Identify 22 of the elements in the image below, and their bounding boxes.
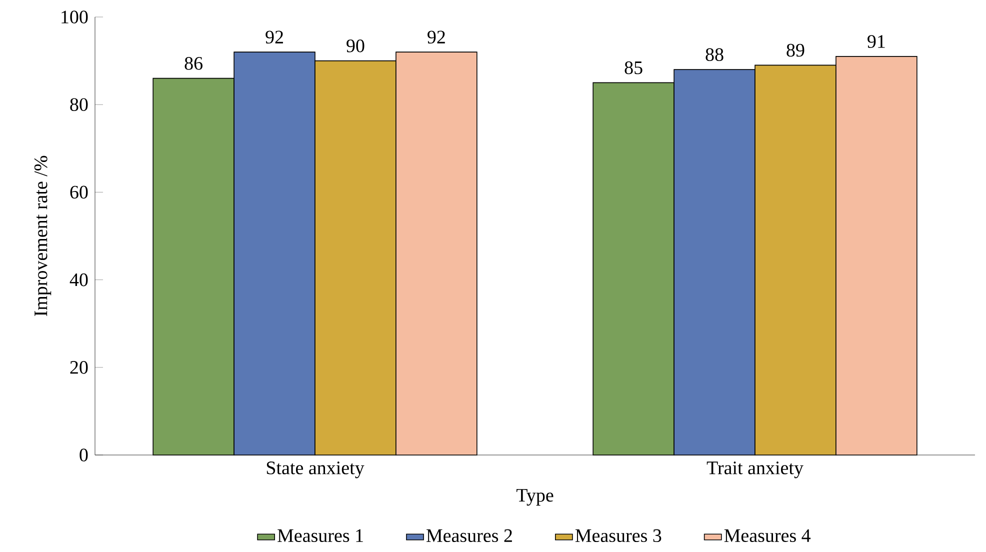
y-tick-label: 40 [70, 273, 88, 286]
x-axis-title: Type [516, 489, 554, 506]
legend-label: Measures 3 [575, 529, 662, 542]
data-label: 90 [346, 39, 364, 52]
data-label: 89 [786, 44, 804, 57]
y-tick-label: 60 [70, 186, 88, 199]
x-tick-label: State anxiety [266, 462, 364, 478]
y-tick-label: 20 [70, 361, 88, 374]
data-label: 85 [624, 61, 642, 74]
data-label: 92 [266, 30, 283, 44]
data-label: 88 [706, 48, 724, 62]
legend-label: Measures 4 [724, 529, 811, 542]
legend-label: Measures 1 [278, 529, 363, 542]
y-tick-label: 0 [80, 448, 88, 462]
legend-label: Measures 2 [426, 529, 512, 542]
data-label: 86 [184, 56, 202, 70]
x-tick-label: Trait anxiety [706, 462, 804, 478]
data-label: 91 [868, 35, 885, 48]
y-axis-title: Improvement rate /% [34, 156, 52, 316]
y-tick-label: 80 [70, 98, 88, 112]
y-tick-label: 100 [62, 10, 88, 24]
data-label: 92 [428, 30, 445, 44]
